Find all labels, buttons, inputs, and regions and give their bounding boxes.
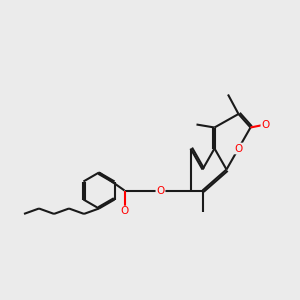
Text: O: O: [261, 119, 270, 130]
Text: O: O: [120, 206, 129, 217]
Text: O: O: [156, 185, 165, 196]
Text: O: O: [234, 143, 243, 154]
